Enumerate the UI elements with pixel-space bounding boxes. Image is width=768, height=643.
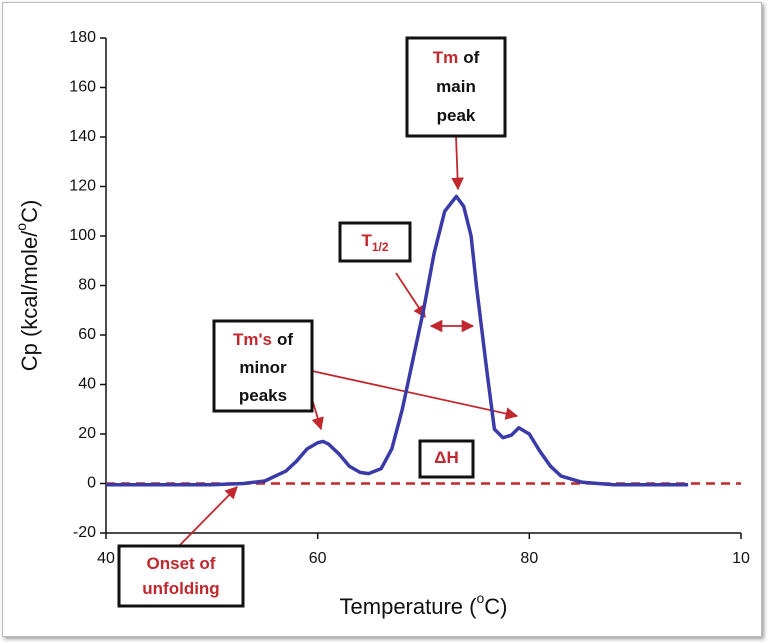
- annotation-part: peaks: [239, 386, 287, 405]
- y-tick-label: -20: [73, 524, 96, 541]
- x-axis-title-sup: o: [476, 590, 484, 606]
- annotation-text: Onset of: [147, 554, 216, 573]
- annotation-part: Tm's: [233, 330, 272, 349]
- x-tick-label: 80: [520, 550, 538, 567]
- annotation-part: Onset of: [147, 554, 216, 573]
- annotation-part: peak: [437, 106, 476, 125]
- annotation-part: unfolding: [142, 579, 219, 598]
- y-tick-label: 120: [69, 178, 96, 195]
- annotation-part: Tm: [433, 48, 459, 67]
- y-axis-title-text: Cp (kcal/mole/: [17, 230, 42, 371]
- annotation-box: [338, 221, 412, 263]
- annotation-text: Tm's of: [233, 330, 293, 349]
- annotation-text: unfolding: [142, 579, 219, 598]
- x-tick-label: 60: [309, 550, 327, 567]
- annotation-part: 1/2: [372, 240, 389, 254]
- x-tick-label: 40: [97, 550, 115, 567]
- x-tick-label: 10: [732, 550, 750, 567]
- y-tick-label: 140: [69, 128, 96, 145]
- annotation-box: [117, 544, 245, 608]
- arrow: [395, 272, 426, 319]
- arrow: [302, 368, 519, 420]
- annotation-text: peaks: [239, 386, 287, 405]
- y-axis-title-end: C): [17, 200, 42, 223]
- x-axis-title-text: Temperature (: [340, 594, 478, 619]
- x-axis-title-end: C): [484, 594, 507, 619]
- annotation-part: of: [277, 330, 293, 349]
- y-axis-title-sup: o: [13, 223, 29, 231]
- arrow: [178, 486, 238, 547]
- annotation-box: [212, 319, 314, 413]
- annotation-part: of: [463, 48, 479, 67]
- annotation-part: T: [361, 231, 372, 250]
- y-tick-label: 60: [78, 326, 96, 343]
- x-axis-title: Temperature (oC): [340, 590, 508, 619]
- annotation-part: ΔH: [434, 448, 459, 467]
- arrow: [451, 135, 464, 191]
- annotation-part: main: [436, 77, 476, 96]
- annotation-text: peak: [437, 106, 476, 125]
- curve: [106, 194, 689, 487]
- annotation-box: [418, 439, 475, 479]
- annotation-text: main: [436, 77, 476, 96]
- y-tick-label: 0: [87, 475, 96, 492]
- y-tick-label: 40: [78, 376, 96, 393]
- chart: -20 0 20 40 60 80 100 120 140 160 180 40 60 80 10 Cp (k…: [13, 29, 750, 619]
- figure: -20 0 20 40 60 80 100 120 140 160 180 40 60 80 10 Cp (k…: [2, 2, 762, 637]
- annotation-text: T1/2: [361, 231, 388, 254]
- annotation-text: minor: [239, 358, 287, 377]
- y-tick-label: 20: [78, 425, 96, 442]
- annotation-text: ΔH: [434, 448, 459, 467]
- annotation-text: Tm of: [433, 48, 480, 67]
- y-axis-title: Cp (kcal/mole/oC): [13, 200, 42, 372]
- y-tick-label: 180: [69, 29, 96, 46]
- y-tick-label: 160: [69, 79, 96, 96]
- y-tick-label: 100: [69, 227, 96, 244]
- annotation-box: [405, 36, 507, 138]
- y-tick-label: 80: [78, 277, 96, 294]
- annotation-part: minor: [239, 358, 287, 377]
